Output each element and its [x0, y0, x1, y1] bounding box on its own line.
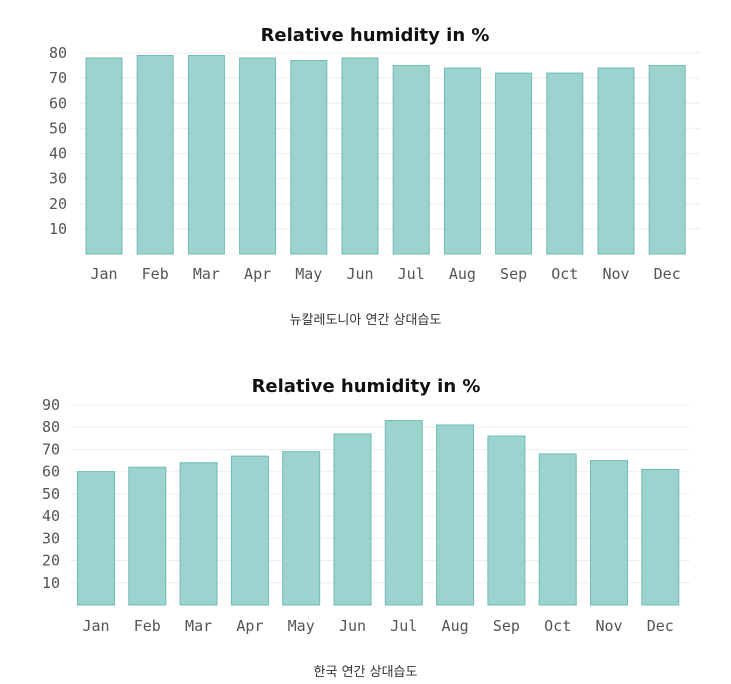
y-tick-label: 50: [49, 119, 67, 137]
bar-oct: [546, 72, 584, 255]
x-tick-label: Nov: [595, 617, 622, 635]
x-tick-label: Jul: [398, 265, 425, 283]
y-tick-label: 70: [42, 440, 60, 458]
y-tick-label: 80: [49, 44, 67, 62]
x-tick-label: Jun: [346, 265, 373, 283]
x-tick-label: Aug: [449, 265, 476, 283]
bar-jul: [392, 65, 430, 255]
bar-dec: [641, 468, 680, 606]
y-tick-label: 50: [42, 485, 60, 503]
bar-feb: [136, 55, 174, 255]
y-tick-label: 40: [42, 507, 60, 525]
bar-may: [290, 60, 328, 255]
x-tick-label: Sep: [493, 617, 520, 635]
bar-feb: [128, 466, 167, 606]
bar-jan: [77, 471, 115, 606]
x-tick-label: Aug: [442, 617, 469, 635]
x-tick-label: Oct: [551, 265, 578, 283]
x-tick-label: May: [295, 265, 322, 283]
x-tick-label: Mar: [185, 617, 212, 635]
bar-may: [282, 451, 321, 606]
y-tick-label: 90: [42, 396, 60, 414]
y-tick-label: 10: [49, 220, 67, 238]
y-tick-label: 20: [49, 195, 67, 213]
x-tick-label: Apr: [244, 265, 271, 283]
chart-1-caption: 뉴칼레도니아 연간 상대습도: [289, 313, 442, 328]
x-tick-label: Dec: [647, 617, 674, 635]
x-tick-label: Mar: [193, 265, 220, 283]
chart-2-svg: Relative humidity in % 10 20 30 40 50 60 70 80 9…: [42, 376, 690, 635]
x-tick-label: Feb: [134, 617, 161, 635]
x-tick-label: Nov: [602, 265, 629, 283]
bar-mar: [187, 55, 225, 255]
y-tick-label: 70: [49, 69, 67, 87]
bar-nov: [590, 460, 628, 606]
bar-apr: [239, 57, 277, 255]
x-tick-label: Apr: [236, 617, 263, 635]
bar-aug: [436, 424, 475, 606]
bar-mar: [179, 462, 218, 606]
bar-sep: [495, 72, 533, 255]
y-tick-label: 30: [42, 529, 60, 547]
y-tick-label: 10: [42, 574, 60, 592]
x-tick-label: Sep: [500, 265, 527, 283]
x-tick-label: May: [288, 617, 315, 635]
y-tick-label: 80: [42, 418, 60, 436]
y-tick-label: 60: [42, 463, 60, 481]
bar-nov: [597, 67, 635, 255]
bar-aug: [443, 67, 481, 255]
bar-jun: [341, 57, 379, 255]
bar-jun: [333, 433, 372, 606]
bar-dec: [648, 65, 686, 255]
x-tick-label: Jan: [90, 265, 117, 283]
x-tick-label: Jul: [390, 617, 417, 635]
bar-sep: [487, 435, 526, 606]
bar-apr: [230, 455, 269, 606]
y-tick-label: 20: [42, 552, 60, 570]
chart-2: Relative humidity in % 10 20 30 40 50 60 70 80 9…: [0, 352, 731, 684]
chart-2-title: Relative humidity in %: [252, 376, 481, 397]
bar-oct: [538, 453, 577, 606]
y-tick-label: 40: [49, 145, 67, 163]
x-tick-label: Feb: [142, 265, 169, 283]
chart-2-caption: 한국 연간 상대습도: [313, 665, 418, 680]
y-tick-label: 60: [49, 94, 67, 112]
bar-jul: [384, 420, 423, 606]
x-tick-label: Jun: [339, 617, 366, 635]
chart-1-svg: Relative humidity in % 1020304050607080 …: [49, 25, 700, 283]
x-tick-label: Oct: [544, 617, 571, 635]
x-tick-label: Dec: [654, 265, 681, 283]
chart-1: Relative humidity in % 10 20 30 40 50 60 70 80 …: [49, 25, 700, 283]
chart-1-title: Relative humidity in %: [261, 25, 490, 46]
bar-jan: [85, 57, 123, 255]
y-tick-label: 30: [49, 170, 67, 188]
x-tick-label: Jan: [82, 617, 109, 635]
